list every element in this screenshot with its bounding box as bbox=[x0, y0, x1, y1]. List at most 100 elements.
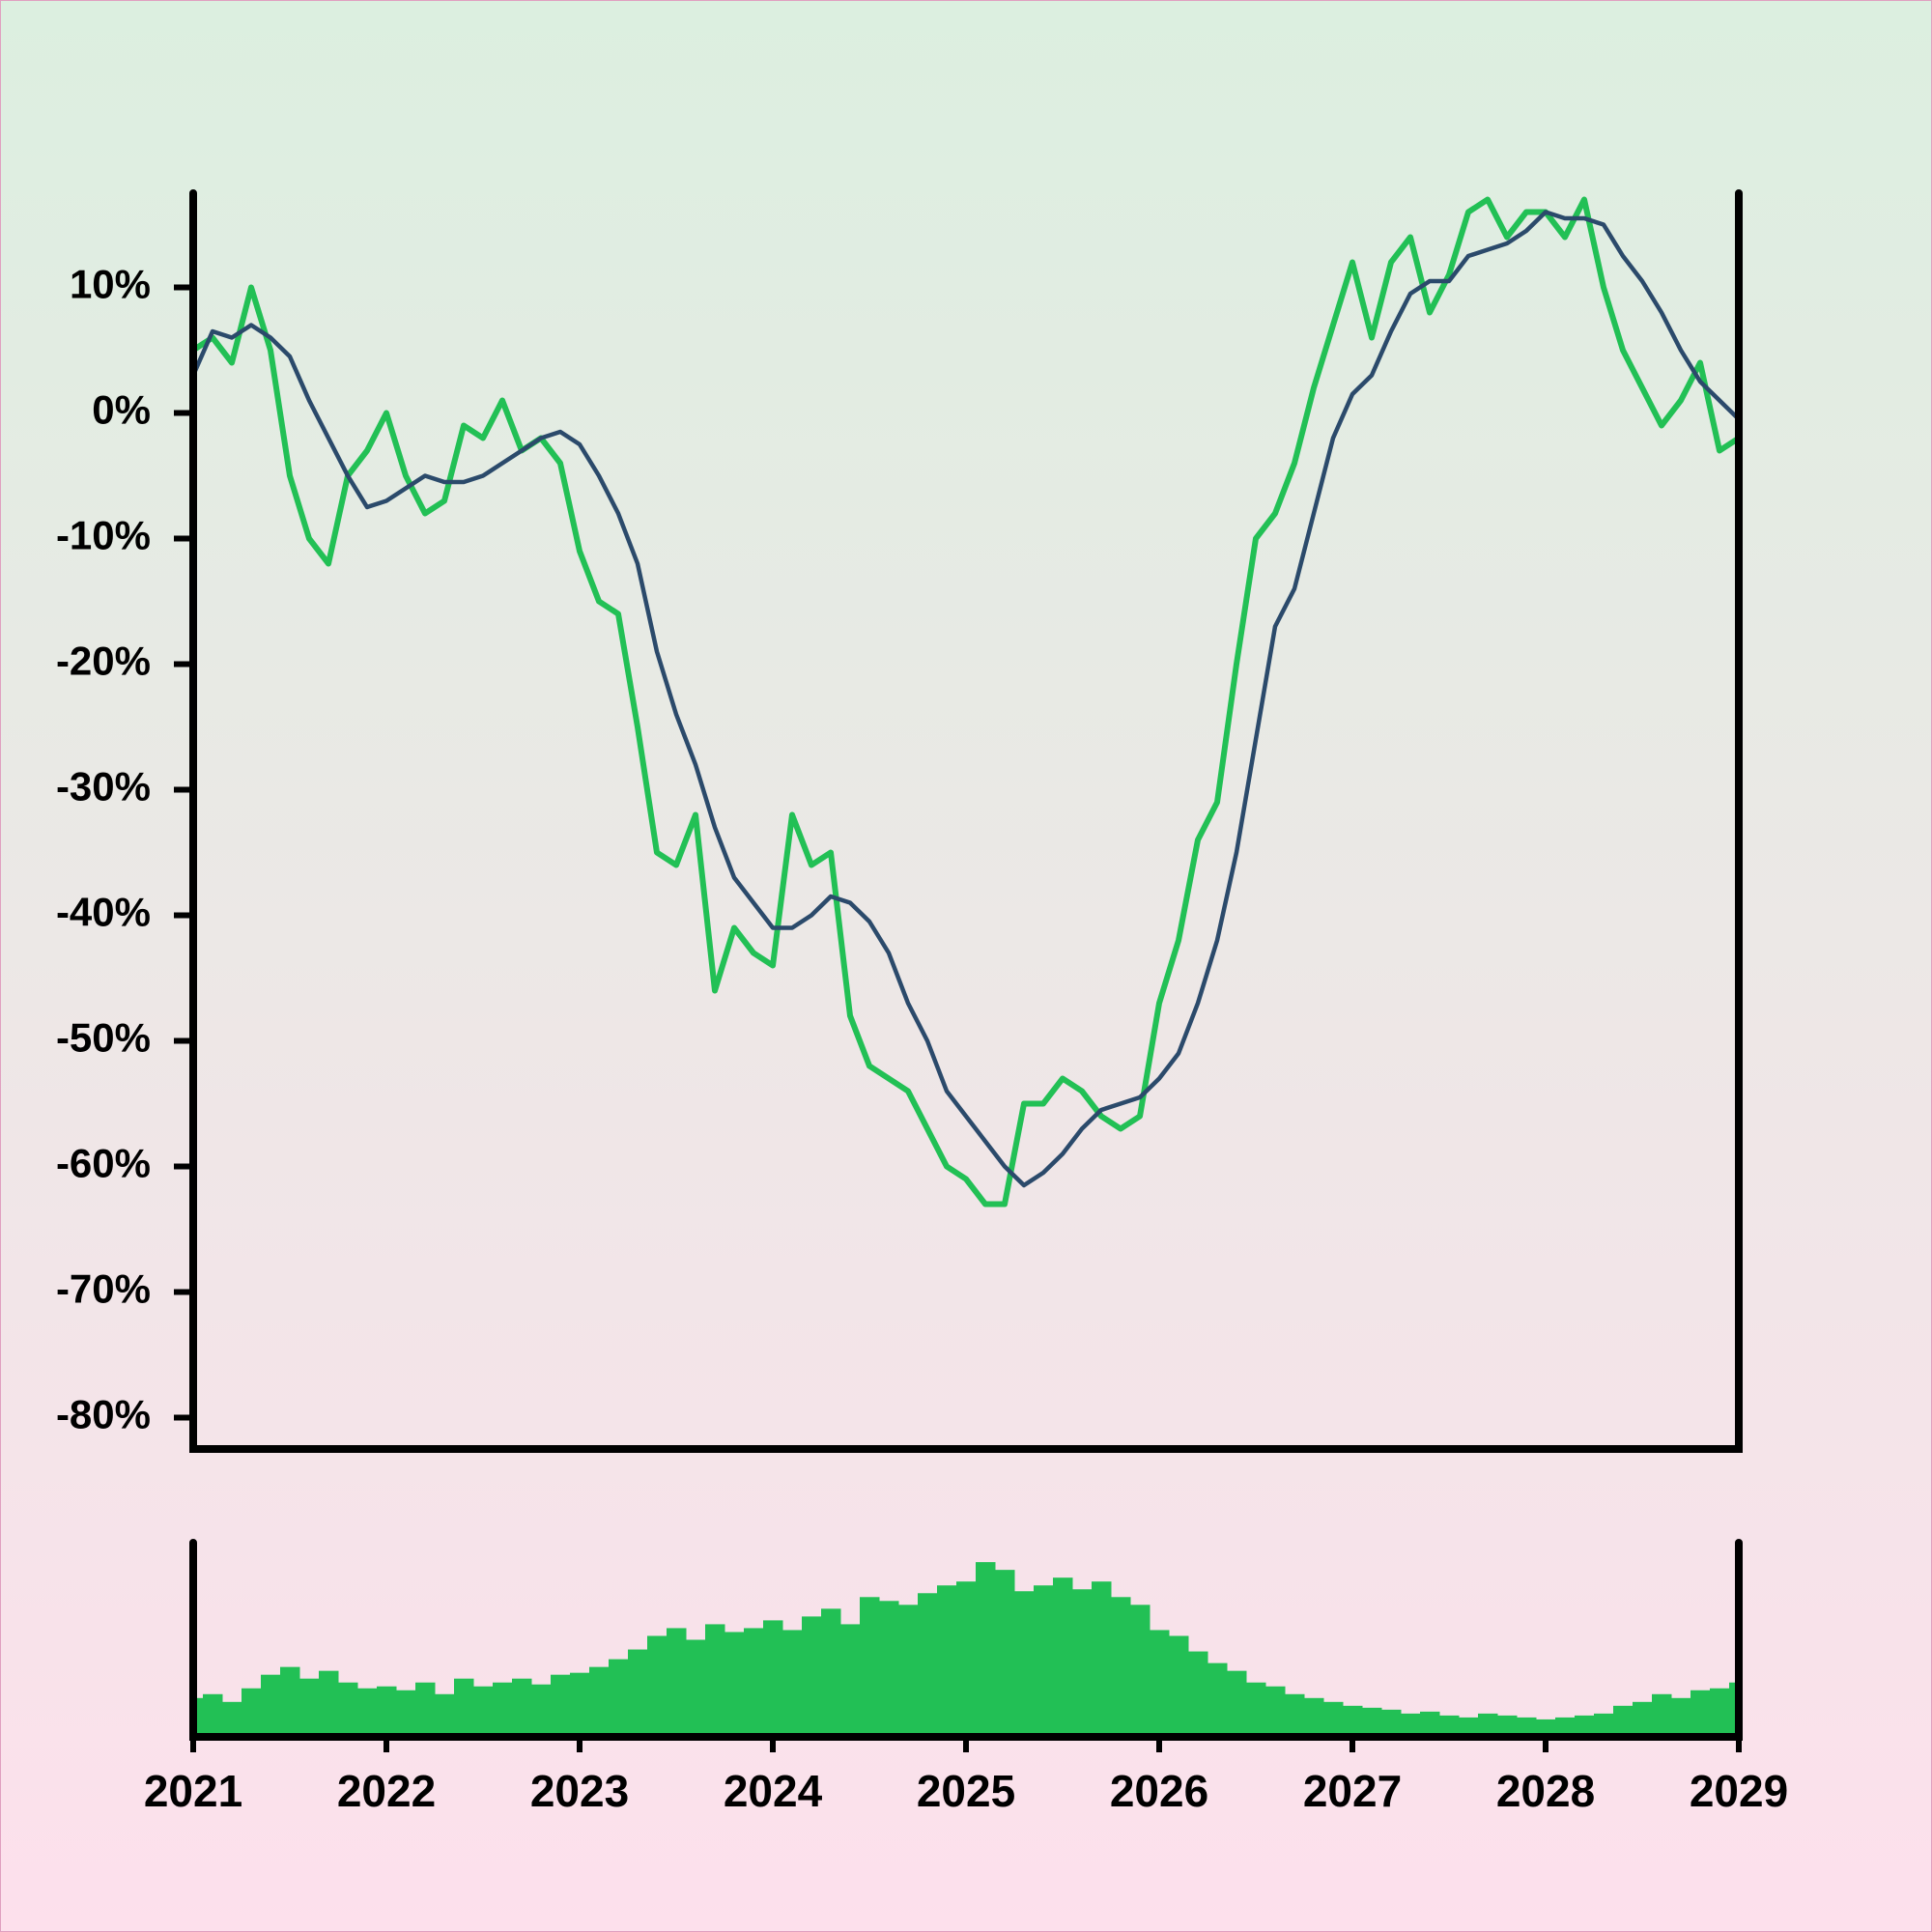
volume-bar bbox=[1111, 1597, 1131, 1737]
volume-bar bbox=[1497, 1715, 1518, 1737]
volume-bar bbox=[1439, 1715, 1460, 1737]
volume-bar bbox=[705, 1624, 725, 1737]
main-axes bbox=[189, 189, 1743, 1453]
y-tick-label: -10% bbox=[56, 513, 151, 558]
x-tick-label: 2022 bbox=[337, 1766, 436, 1816]
volume-bar bbox=[435, 1693, 455, 1737]
volume-bar bbox=[976, 1562, 996, 1737]
volume-bar bbox=[415, 1682, 436, 1737]
y-tick-label: -30% bbox=[56, 764, 151, 810]
volume-bar bbox=[512, 1678, 532, 1737]
x-tick-label: 2025 bbox=[917, 1766, 1015, 1816]
volume-bar bbox=[1072, 1589, 1093, 1737]
volume-bar bbox=[1246, 1682, 1266, 1737]
volume-bar bbox=[338, 1682, 358, 1737]
volume-bar bbox=[782, 1630, 803, 1737]
volume-bar bbox=[203, 1693, 223, 1737]
y-tick-label: -20% bbox=[56, 639, 151, 684]
volume-bar bbox=[1420, 1711, 1440, 1737]
volume-bar bbox=[1150, 1630, 1170, 1737]
x-tick-label: 2023 bbox=[530, 1766, 629, 1816]
volume-bar bbox=[1517, 1717, 1537, 1737]
volume-bar bbox=[898, 1605, 919, 1737]
volume-bar bbox=[647, 1635, 668, 1737]
series-line bbox=[193, 196, 1739, 1208]
x-tick-label: 2024 bbox=[724, 1766, 823, 1816]
volume-bar bbox=[1265, 1686, 1286, 1737]
volume-bar bbox=[1555, 1717, 1576, 1737]
volume-bar bbox=[589, 1666, 610, 1737]
volume-bar bbox=[1034, 1585, 1054, 1737]
volume-bar bbox=[1401, 1713, 1421, 1737]
volume-bar bbox=[1459, 1717, 1479, 1737]
volume-bar bbox=[1729, 1682, 1739, 1737]
volume-bar bbox=[531, 1684, 552, 1737]
volume-bar bbox=[1092, 1581, 1112, 1737]
y-tick-label: -80% bbox=[56, 1392, 151, 1437]
volume-bar bbox=[242, 1688, 262, 1737]
volume-bar bbox=[551, 1674, 571, 1737]
volume-bar bbox=[222, 1701, 242, 1737]
volume-bar bbox=[1594, 1713, 1614, 1737]
y-tick-label: 0% bbox=[92, 387, 151, 433]
price-plot bbox=[193, 196, 1739, 1208]
volume-bar bbox=[261, 1674, 281, 1737]
volume-bar bbox=[193, 1697, 204, 1737]
volume-bar bbox=[1381, 1709, 1402, 1737]
volume-bar bbox=[1323, 1701, 1344, 1737]
volume-bar bbox=[454, 1678, 474, 1737]
volume-bar bbox=[937, 1585, 957, 1737]
volume-bar bbox=[1633, 1701, 1653, 1737]
volume-bar bbox=[995, 1570, 1015, 1737]
volume-bar bbox=[802, 1616, 822, 1737]
volume-bar bbox=[879, 1601, 899, 1737]
volume-bar bbox=[1208, 1662, 1228, 1737]
x-tick-label: 2028 bbox=[1496, 1766, 1595, 1816]
volume-bar bbox=[686, 1639, 706, 1737]
volume-bar bbox=[319, 1670, 339, 1737]
volume-bar bbox=[1169, 1635, 1189, 1737]
volume-bar bbox=[1285, 1693, 1305, 1737]
x-tick-label: 2026 bbox=[1110, 1766, 1208, 1816]
volume-bar bbox=[473, 1686, 494, 1737]
volume-bar bbox=[396, 1690, 416, 1737]
x-tick-label: 2027 bbox=[1303, 1766, 1402, 1816]
volume-bar bbox=[1227, 1670, 1247, 1737]
volume-bar bbox=[1671, 1697, 1691, 1737]
x-tick-label: 2029 bbox=[1690, 1766, 1788, 1816]
volume-bar bbox=[1053, 1577, 1073, 1737]
volume-bar bbox=[1478, 1713, 1498, 1737]
y-tick-label: -40% bbox=[56, 890, 151, 935]
volume-bar bbox=[667, 1628, 687, 1737]
volume-bar bbox=[377, 1686, 397, 1737]
volume-plot bbox=[193, 1562, 1739, 1737]
volume-bar bbox=[1575, 1715, 1595, 1737]
volume-bar bbox=[1188, 1651, 1208, 1737]
y-tick-label: -60% bbox=[56, 1141, 151, 1186]
volume-bar bbox=[280, 1666, 300, 1737]
volume-bar bbox=[493, 1682, 513, 1737]
volume-bar bbox=[357, 1688, 378, 1737]
volume-bar bbox=[744, 1628, 764, 1737]
volume-bar bbox=[956, 1581, 977, 1737]
series-line bbox=[193, 210, 1739, 1188]
volume-bar bbox=[1343, 1705, 1363, 1737]
y-tick-label: -50% bbox=[56, 1015, 151, 1061]
volume-bar bbox=[1652, 1693, 1672, 1737]
volume-bar bbox=[1710, 1688, 1730, 1737]
volume-bar bbox=[628, 1649, 648, 1737]
volume-bar bbox=[763, 1620, 783, 1737]
volume-bar bbox=[1613, 1705, 1634, 1737]
volume-bar bbox=[860, 1597, 880, 1737]
volume-bar bbox=[840, 1624, 861, 1737]
y-tick-label: 10% bbox=[70, 262, 151, 307]
volume-bar bbox=[821, 1608, 841, 1737]
volume-bar bbox=[1536, 1719, 1556, 1737]
volume-bar bbox=[609, 1659, 629, 1737]
volume-bar bbox=[570, 1672, 590, 1737]
volume-bar bbox=[1304, 1697, 1324, 1737]
volume-bar bbox=[1362, 1707, 1382, 1737]
volume-bar bbox=[299, 1678, 320, 1737]
